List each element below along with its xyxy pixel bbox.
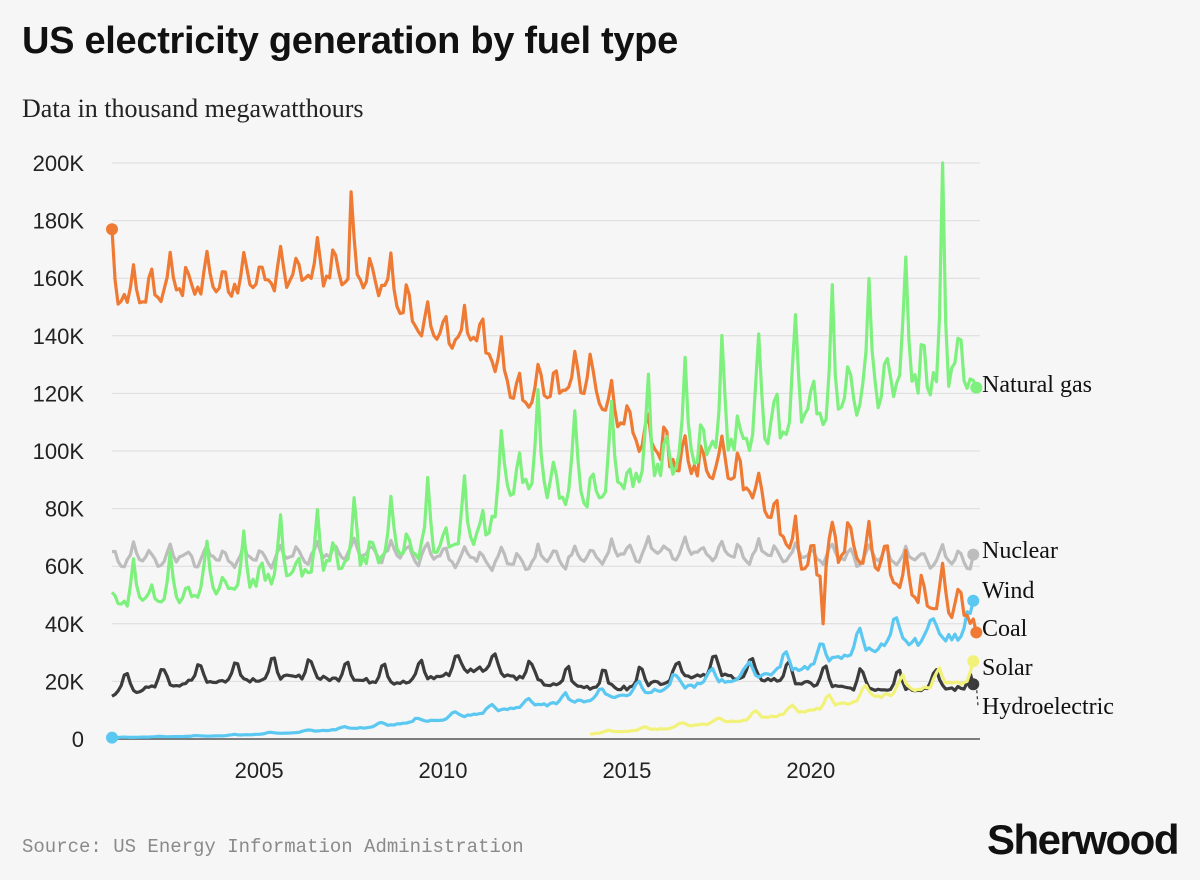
hydroelectric-line xyxy=(111,652,975,698)
y-tick-label: 180K xyxy=(33,209,85,234)
natural-gas-label: Natural gas xyxy=(982,372,1092,398)
hydroelectric-label: Hydroelectric xyxy=(982,694,1114,720)
y-tick-label: 200K xyxy=(33,151,85,176)
wind-end-dot xyxy=(967,594,980,607)
y-tick-label: 80K xyxy=(45,497,84,522)
coal-end-dot xyxy=(970,626,983,639)
nuclear-label: Nuclear xyxy=(982,538,1058,564)
sherwood-logo: Sherwood xyxy=(986,816,1180,863)
x-tick-label: 2020 xyxy=(786,758,835,783)
wind-line xyxy=(111,600,975,740)
page-title: US electricity generation by fuel type xyxy=(22,20,678,62)
natural-gas-end-dot xyxy=(970,381,983,394)
y-tick-label: 60K xyxy=(45,554,84,579)
coal-start-dot xyxy=(106,223,118,236)
wind-label: Wind xyxy=(982,578,1034,604)
x-tick-label: 2010 xyxy=(419,758,468,783)
y-tick-label: 20K xyxy=(45,669,84,694)
natural-gas-line xyxy=(110,161,978,608)
series-labels: Nuclear Hydroelectric Wind Solar Coal Natural… xyxy=(975,372,1114,720)
y-tick-label: 0 xyxy=(72,727,84,752)
y-tick-label: 100K xyxy=(33,439,85,464)
page-subtitle: Data in thousand megawatthours xyxy=(22,94,364,123)
y-tick-label: 160K xyxy=(33,266,85,291)
series-lines xyxy=(106,161,983,744)
hydroelectric-leader-line xyxy=(975,684,979,707)
y-tick-label: 140K xyxy=(33,324,85,349)
y-tick-label: 120K xyxy=(33,381,85,406)
source-note: Source: US Energy Information Administra… xyxy=(22,836,524,858)
solar-line xyxy=(590,660,975,736)
x-tick-label: 2015 xyxy=(602,758,651,783)
solar-label: Solar xyxy=(982,655,1033,681)
coal-label: Coal xyxy=(982,616,1028,642)
coal-line xyxy=(110,190,978,633)
wind-start-dot xyxy=(106,731,118,744)
y-tick-label: 40K xyxy=(45,612,84,637)
nuclear-end-dot xyxy=(967,548,980,561)
grid-lines xyxy=(112,162,980,740)
axis-ticks: 0 20K 40K 60K 80K 100K 120K 140K 160K 180K 200K 200… xyxy=(33,151,836,783)
x-tick-label: 2005 xyxy=(235,758,284,783)
solar-end-dot xyxy=(967,655,980,668)
